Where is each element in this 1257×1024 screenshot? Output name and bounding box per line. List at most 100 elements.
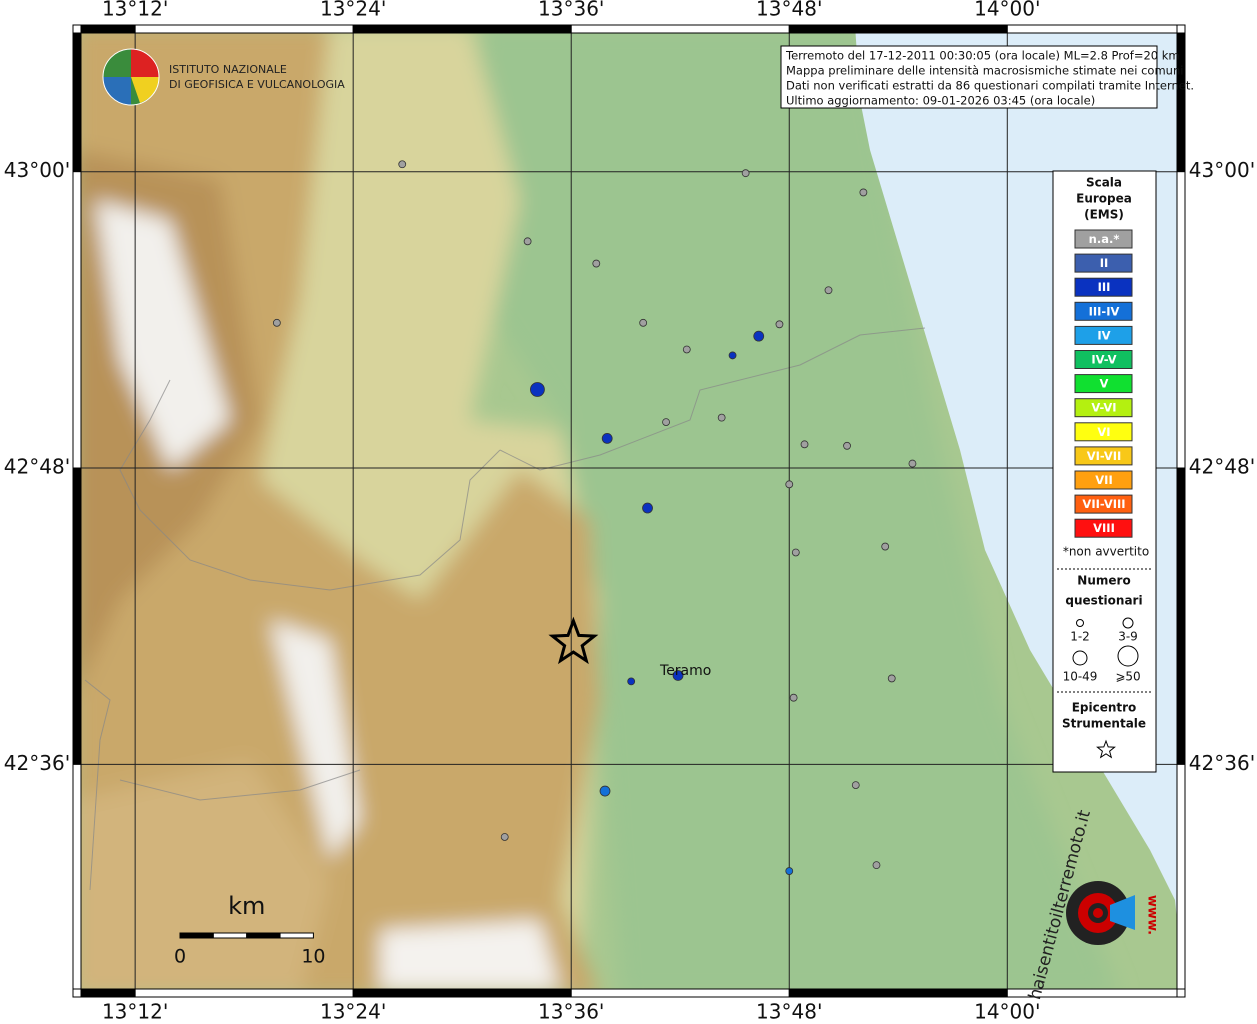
legend-class: V [1100,377,1109,391]
legend-epi-title: Epicentro [1072,701,1137,715]
scale-segment [279,932,314,939]
frame-bar [788,988,1008,998]
intensity-point [800,440,809,449]
legend-class: VII-VIII [1082,497,1125,511]
legend-class: V-VI [1091,401,1116,415]
lon-tick-label: 13°48' [756,0,822,21]
intensity-point [859,188,868,197]
lat-tick-label: 43°00' [1189,158,1255,182]
frame-bar [80,988,136,998]
intensity-point [639,318,648,327]
scale-bar: 0 10 km [174,892,326,968]
lat-tick-label: 42°48' [4,455,70,479]
legend-class: IV [1097,328,1110,342]
scale-label: 0 [174,946,186,968]
frame-bar [570,24,790,34]
lat-tick-label: 42°36' [1189,751,1255,775]
frame-bar [352,988,572,998]
intensity-point [741,169,750,178]
legend-size-symbol [1076,619,1084,627]
legend-swatch [1074,518,1133,538]
info-box: Terremoto del 17-12-2011 00:30:05 (ora l… [780,45,1194,109]
lat-tick-label: 42°36' [4,751,70,775]
intensity-point [601,432,613,444]
frame [72,24,1186,998]
intensity-point [672,670,684,681]
legend-size-label: ⩾50 [1115,670,1140,684]
intensity-point [530,382,545,397]
legend-size-symbol [1122,617,1134,629]
intensity-point [791,548,800,557]
legend-title: Europea [1076,192,1132,206]
intensity-point [398,160,407,169]
legend-note: *non avvertito [1063,545,1149,559]
terrain [81,33,1177,989]
frame-border [72,24,1186,998]
frame-bar [72,32,82,173]
legend-class: II [1100,256,1109,270]
frame-bar [1176,763,1186,990]
place-label: Teramo [659,663,711,679]
legend-size-label: 3-9 [1118,630,1138,644]
legend-size-title: Numero [1077,574,1130,588]
intensity-point [843,441,851,450]
frame-bar [352,24,572,34]
intensity-point [662,418,670,426]
scale-unit: km [228,892,265,920]
epicenter [548,616,599,665]
logo-text: ISTITUTO NAZIONALE [169,63,287,76]
legend-size-title: questionari [1065,594,1142,608]
lat-tick-label: 42°48' [1189,455,1255,479]
legend-class: III [1098,280,1111,294]
lon-tick-label: 13°24' [320,1000,386,1024]
lon-tick-label: 14°00' [974,1000,1040,1024]
intensity-point [717,413,726,422]
legend-swatch [1074,301,1133,321]
intensity-point [627,677,636,686]
intensity-point [785,867,794,875]
frame-bar [1006,24,1178,34]
legend-swatch [1074,422,1133,442]
legend-size-symbol [1117,645,1139,667]
intensity-point [775,320,784,329]
legend-swatch [1074,253,1133,273]
frame-bar [1176,467,1186,765]
intensity-point [908,459,917,468]
frame-bar [134,24,354,34]
intensity-point [728,351,737,360]
frame-bar [72,763,82,990]
legend-class: VI [1097,425,1110,439]
lon-tick-label: 13°48' [756,1000,822,1024]
legend-title: (EMS) [1084,208,1124,222]
legend-size-label: 10-49 [1063,670,1098,684]
intensity-point [789,693,798,702]
lon-tick-label: 13°36' [538,0,604,21]
grid [73,25,1185,997]
legend-class: VII [1095,473,1112,487]
legend-swatch [1074,446,1133,466]
legend-swatch [1074,229,1133,249]
intensity-point [592,259,601,268]
lat-tick-label: 43°00' [4,158,70,182]
intensity-point [887,674,896,683]
scale-segment [212,932,248,939]
lon-tick-label: 13°24' [320,0,386,21]
intensity-point [753,330,765,342]
lon-tick-label: 13°36' [538,1000,604,1024]
points: Teramo [272,160,917,875]
legend-swatch [1074,494,1133,514]
intensity-point [500,833,509,841]
legend-class: VIII [1093,521,1115,535]
ingv-logo: ISTITUTO NAZIONALE DI GEOFISICA E VULCAN… [102,48,345,106]
scale-segment [246,932,281,939]
intensity-point [851,781,860,790]
frame-bar [80,24,136,34]
lon-tick-label: 13°12' [102,0,168,21]
legend-swatch [1074,325,1133,345]
legend-swatch [1074,398,1133,418]
legend-class: VI-VII [1087,449,1122,463]
lon-tick-label: 13°12' [102,1000,168,1024]
frame-bar [72,467,82,765]
legend-class: IV-V [1091,353,1116,367]
frame-bar [570,988,790,998]
